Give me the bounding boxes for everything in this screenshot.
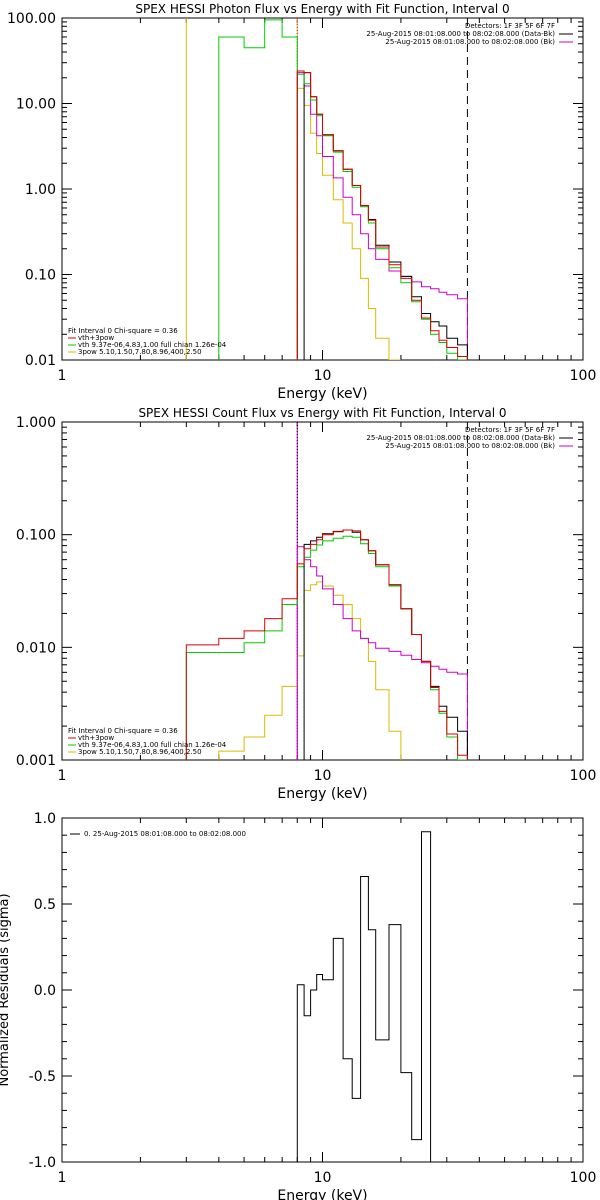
series-5	[185, 529, 468, 760]
series-step-line	[218, 581, 402, 760]
series-step-line	[296, 546, 468, 760]
legend-entry: Detectors: 1F 3F 5F 6F 7F	[465, 426, 555, 434]
legend-entry: 25-Aug-2015 08:01:08.000 to 08:02:08.000…	[366, 434, 555, 442]
panel-1: SPEX HESSI Photon Flux vs Energy with Fi…	[7, 2, 596, 402]
x-tick-label: 1	[58, 1170, 67, 1186]
y-tick-label: 0.01	[25, 353, 56, 369]
series-3	[185, 535, 468, 760]
legend-entry: Fit Interval 0 Chi-square = 0.36	[68, 727, 178, 735]
y-tick-label: -1.0	[29, 1155, 56, 1171]
legend-entry: Detectors: 1F 3F 5F 6F 7F	[465, 22, 555, 30]
series-step-line	[185, 529, 468, 760]
legend-entry: vth 9.37e-06,4.83,1.00 full chian 1.26e-…	[78, 741, 227, 749]
series-4	[303, 72, 468, 360]
legend-entry: 3pow 5.10,1.50,7.80,8.96,400,2.50	[78, 348, 202, 356]
series-step-line	[303, 72, 468, 360]
x-tick-label: 1	[58, 368, 67, 384]
plot-area	[296, 831, 468, 1162]
chart-title: SPEX HESSI Photon Flux vs Energy with Fi…	[135, 2, 509, 16]
x-tick-label: 100	[570, 1170, 597, 1186]
legend-entry: 3pow 5.10,1.50,7.80,8.96,400,2.50	[78, 748, 202, 756]
x-axis-label: Energy (keV)	[277, 1188, 367, 1200]
y-axis-label: Normalized Residuals (sigma)	[0, 893, 12, 1086]
x-tick-label: 10	[314, 768, 332, 784]
y-tick-label: -0.5	[29, 1069, 56, 1085]
y-tick-label: 0.5	[34, 897, 56, 913]
legend-entry: 25-Aug-2015 08:01:08.000 to 08:02:08.000…	[385, 38, 555, 46]
legend-entry: 25-Aug-2015 08:01:08.000 to 08:02:08.000…	[366, 30, 555, 38]
y-tick-label: 0.010	[16, 640, 56, 656]
series-step-line	[296, 72, 468, 360]
series-step-line	[296, 87, 401, 360]
legend-entry: 0. 25-Aug-2015 08:01:08.000 to 08:02:08.…	[84, 830, 246, 838]
y-tick-label: 1.000	[16, 415, 56, 431]
series-2	[296, 87, 401, 360]
legend-entry: 25-Aug-2015 08:01:08.000 to 08:02:08.000…	[385, 442, 555, 450]
plot-frame	[61, 817, 584, 1163]
series-1	[296, 831, 468, 1162]
y-tick-label: 1.0	[34, 811, 56, 827]
x-axis-label: Energy (keV)	[277, 786, 367, 802]
y-tick-label: 0.10	[25, 268, 56, 284]
y-tick-label: 0.0	[34, 983, 56, 999]
series-2	[296, 546, 468, 760]
x-tick-label: 10	[314, 368, 332, 384]
x-axis-label: Energy (keV)	[277, 386, 367, 402]
series-step-line	[296, 831, 468, 1162]
x-tick-label: 100	[570, 768, 597, 784]
y-tick-label: 1.00	[25, 182, 56, 198]
legend-entry: Fit Interval 0 Chi-square = 0.36	[68, 327, 178, 335]
plot-area	[185, 422, 468, 760]
x-tick-label: 1	[58, 768, 67, 784]
series-step-line	[218, 19, 298, 360]
panel-3: 1 10 100 -1.0 -0.5 0.0 0.5 1.0 Energy (keV) Norma…	[0, 811, 596, 1200]
series-step-line	[296, 70, 468, 360]
series-3	[296, 72, 468, 360]
series-1	[218, 19, 298, 360]
x-tick-label: 10	[314, 1170, 332, 1186]
legend-entry: vth+3pow	[78, 334, 114, 342]
legend-entry: vth+3pow	[78, 734, 114, 742]
panel-2: SPEX HESSI Count Flux vs Energy with Fit…	[16, 406, 597, 802]
y-tick-label: 0.001	[16, 753, 56, 769]
series-6	[296, 70, 468, 360]
x-tick-label: 100	[570, 368, 597, 384]
y-tick-label: 100.00	[7, 11, 56, 27]
y-tick-label: 0.100	[16, 528, 56, 544]
plot-area	[185, 18, 468, 360]
series-step-line	[185, 535, 468, 760]
plot-frame	[61, 421, 584, 761]
chart-title: SPEX HESSI Count Flux vs Energy with Fit…	[138, 406, 506, 420]
y-tick-label: 10.00	[16, 97, 56, 113]
plot-frame	[61, 17, 584, 361]
series-1	[218, 581, 402, 760]
legend-entry: vth 9.37e-06,4.83,1.00 full chian 1.26e-…	[78, 341, 227, 349]
